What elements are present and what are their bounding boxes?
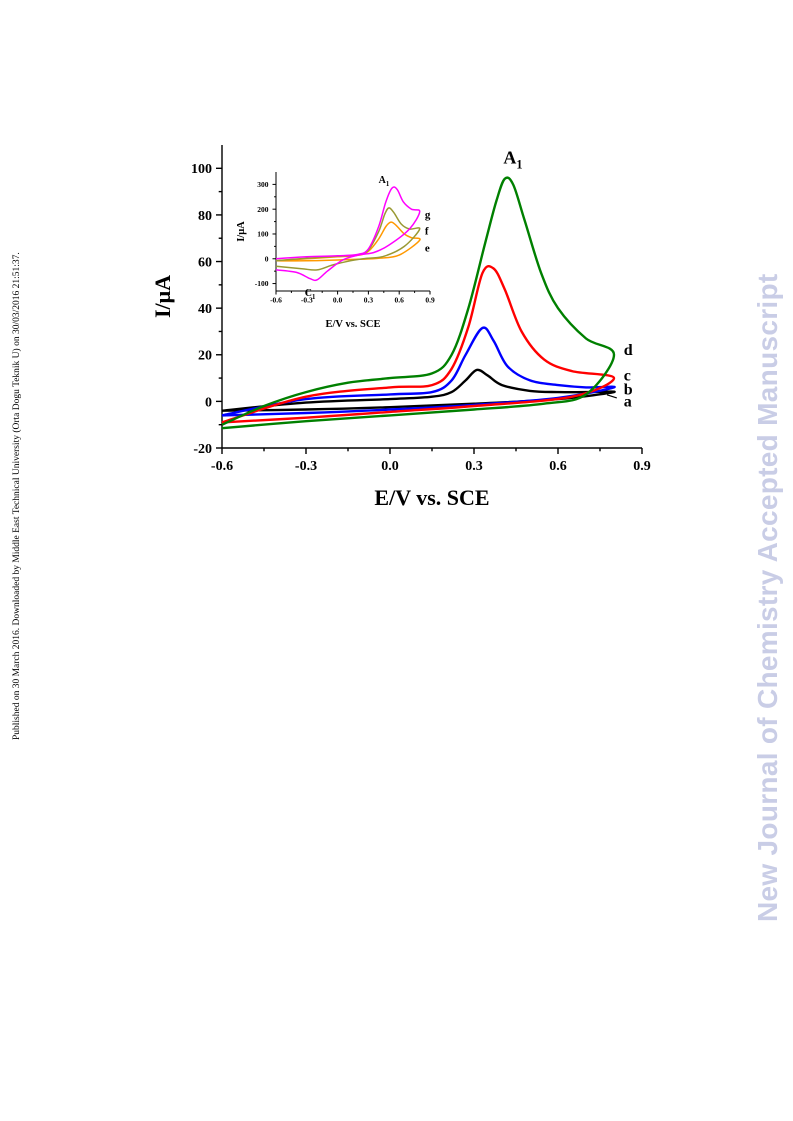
- series-d-curve: [221, 176, 616, 430]
- series-a-arrow: [606, 394, 617, 399]
- x-axis-title: E/V vs. SCE: [326, 319, 381, 330]
- x-tick-label: 0.6: [395, 296, 405, 305]
- y-tick-label: 200: [257, 205, 269, 214]
- y-tick-label: 0: [265, 254, 269, 263]
- x-tick-label: 0.0: [333, 296, 343, 305]
- y-tick-label: 0: [205, 395, 212, 410]
- x-tick-label: 0.9: [425, 296, 435, 305]
- y-tick-label: 300: [257, 180, 269, 189]
- inset-series-label-g: g: [425, 209, 431, 221]
- peak-label-a1: A1: [503, 148, 522, 172]
- inset-cathodic-label: C1: [305, 288, 316, 301]
- series-g-curve: [275, 186, 421, 282]
- series-a-curve: [221, 368, 616, 412]
- x-tick-label: -0.3: [295, 459, 317, 474]
- x-tick-label: -0.6: [211, 459, 233, 474]
- series-label-a: a: [624, 393, 632, 410]
- y-tick-label: 100: [191, 162, 212, 177]
- y-tick-label: 100: [257, 230, 269, 239]
- inset-series-label-e: e: [425, 243, 430, 255]
- main-plot: -0.6 -0.3 0.0 0.3 0.6 0.9 -20 0 20 40 60 80 100 E/V v…: [150, 145, 651, 510]
- y-tick-label: -20: [193, 442, 212, 457]
- y-axis-title: I/μA: [236, 221, 247, 242]
- inset-series-label-f: f: [425, 225, 429, 237]
- x-tick-label: -0.6: [270, 296, 282, 305]
- series-label-c: c: [624, 368, 631, 385]
- y-tick-label: 80: [198, 209, 212, 224]
- y-axis-title: I/μA: [150, 275, 175, 318]
- inset-plot: -0.6 -0.3 0.0 0.3 0.6 0.9 -100 0 100 200 300 E/V vs…: [236, 172, 435, 330]
- y-tick-label: 40: [198, 302, 212, 317]
- x-axis-title: E/V vs. SCE: [374, 485, 489, 510]
- x-tick-label: 0.3: [364, 296, 374, 305]
- series-c-curve: [221, 265, 616, 424]
- series-b-curve: [221, 326, 616, 417]
- x-tick-label: 0.9: [633, 459, 651, 474]
- series-label-d: d: [624, 342, 633, 359]
- series-label-b: b: [624, 382, 633, 399]
- x-tick-label: 0.3: [465, 459, 483, 474]
- x-tick-label: 0.0: [381, 459, 399, 474]
- y-tick-label: 60: [198, 255, 212, 270]
- y-tick-label: -100: [255, 279, 269, 288]
- inset-anodic-label: A1: [379, 175, 390, 188]
- x-tick-label: 0.6: [549, 459, 567, 474]
- y-tick-label: 20: [198, 349, 212, 364]
- x-tick-label: -0.3: [301, 296, 313, 305]
